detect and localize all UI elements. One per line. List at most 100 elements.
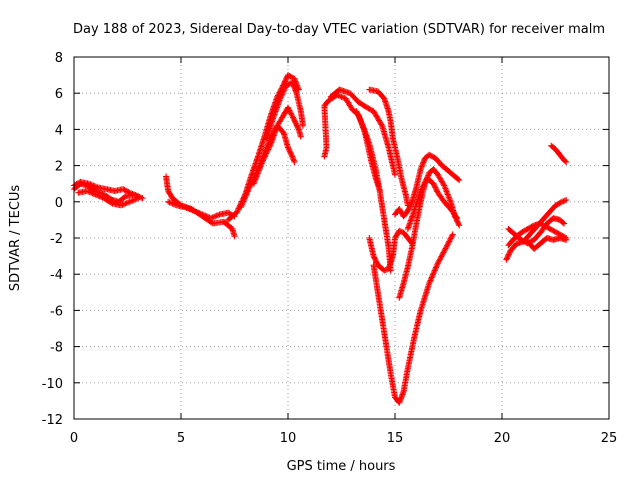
data-point [288,152,295,159]
data-point [560,198,567,205]
data-point [438,253,445,260]
x-tick-label: 20 [494,431,511,446]
data-point [440,181,447,188]
data-point [108,199,115,206]
data-point [88,189,95,196]
series-arc-j [321,92,384,194]
data-point [529,223,536,230]
data-point [279,91,286,98]
data-point [335,92,342,99]
data-point [203,213,210,220]
data-point [455,176,462,183]
data-point [130,196,137,203]
data-point [456,222,463,229]
y-tick-label: 6 [55,87,63,102]
data-point [252,176,259,183]
data-point [182,204,189,211]
data-point [73,181,80,188]
data-point [562,158,569,165]
y-tick-label: -12 [42,413,63,428]
data-point [267,142,274,149]
data-point [123,200,130,207]
data-point [265,146,272,153]
data-point [441,246,448,253]
data-point [288,150,295,157]
data-point [297,133,304,140]
data-point [287,73,294,80]
data-point [365,105,372,112]
data-point [441,248,448,255]
data-point [124,188,131,195]
data-point [240,198,247,205]
data-point [291,117,298,124]
data-point [246,184,253,191]
data-point [382,266,389,273]
data-point [242,194,249,201]
data-point [289,113,296,120]
data-point [519,237,526,244]
data-point [259,157,266,164]
data-point [504,254,511,261]
data-point [287,108,294,115]
y-axis-label: SDTVAR / TECUs [8,185,23,292]
data-point [428,153,435,160]
data-point [286,148,293,155]
series-arc-v [524,235,570,252]
data-point [172,201,179,208]
data-point [285,106,292,113]
data-point [445,239,452,246]
data-point [202,212,209,219]
data-point [231,233,238,240]
data-point [553,201,560,208]
data-point [207,215,214,222]
data-point [245,187,252,194]
data-point [241,195,248,202]
data-point [552,202,559,209]
data-point [417,187,424,194]
data-point [364,104,371,111]
plot-frame [73,56,610,420]
data-point [263,150,270,157]
data-point [251,179,258,186]
data-point [563,196,570,203]
data-point [537,220,544,227]
data-point [518,229,525,236]
data-point [426,280,433,287]
data-point [93,183,100,190]
data-point [561,197,568,204]
data-point [187,206,194,213]
data-point [503,256,510,263]
y-tick-label: 8 [55,51,63,66]
data-point [372,256,379,263]
data-point [286,72,293,79]
data-point [431,181,438,188]
data-point [432,266,439,273]
data-point [449,232,456,239]
data-point [354,111,361,118]
data-point [169,200,176,207]
data-point [558,198,565,205]
y-tick-label: -2 [50,232,63,247]
data-point [443,244,450,251]
data-point [240,197,247,204]
data-point [126,189,133,196]
data-point [455,221,462,228]
data-point [92,191,99,198]
data-point [266,143,273,150]
y-tick-label: -6 [50,304,63,319]
data-point [353,108,360,115]
data-point [118,202,125,209]
data-point [85,188,92,195]
data-point [520,228,527,235]
data-point [282,77,289,84]
data-point [258,161,265,168]
data-point [357,116,364,123]
data-point [170,201,177,208]
data-point [95,192,102,199]
data-point [446,237,453,244]
data-point [356,115,363,122]
data-point [436,256,443,263]
data-point [247,182,254,189]
data-point [439,250,446,257]
